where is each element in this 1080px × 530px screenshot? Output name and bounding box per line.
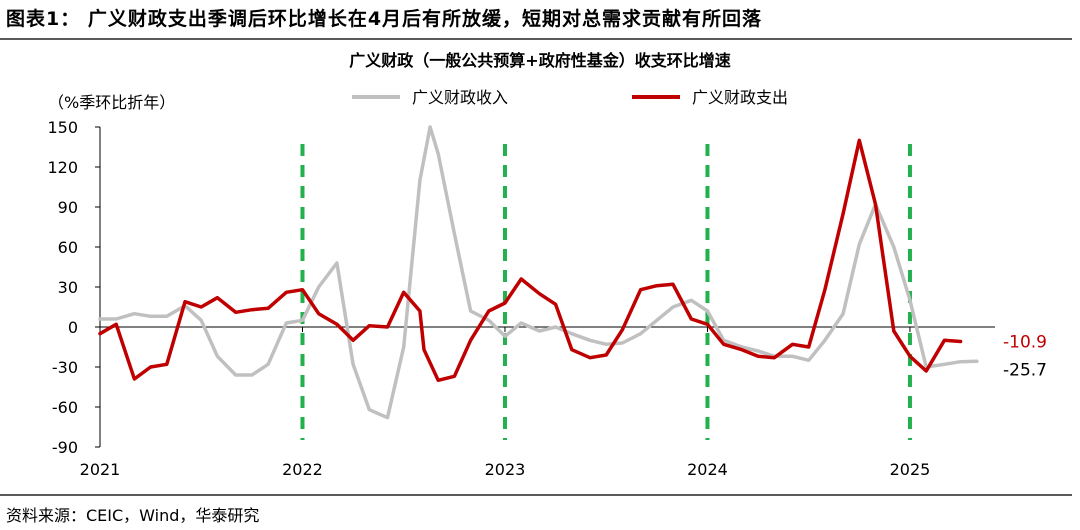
y-tick-label: -90: [52, 438, 78, 457]
bottom-rule: [0, 494, 1072, 496]
legend-label: 广义财政支出: [692, 88, 788, 107]
series-lines: [98, 125, 979, 420]
y-tick-label: -30: [52, 358, 78, 377]
x-tick-label: 2024: [687, 460, 728, 479]
x-tick-label: 2023: [485, 460, 526, 479]
x-tick-label: 2022: [282, 460, 323, 479]
source-note: 资料来源：CEIC，Wind，华泰研究: [6, 506, 260, 525]
y-tick-label: 60: [58, 238, 78, 257]
y-tick-label: 150: [47, 118, 78, 137]
y-tick-label: 90: [58, 198, 78, 217]
series-line: [98, 125, 979, 420]
figure-title: 图表1： 广义财政支出季调后环比增长在4月后有所放缓，短期对总需求贡献有所回落: [6, 8, 763, 30]
y-tick-label: 0: [68, 318, 78, 337]
chart-title: 广义财政（一般公共预算+政府性基金）收支环比增速: [349, 51, 730, 70]
y-axis-unit-label: （%季环比折年）: [48, 93, 175, 112]
end-labels: -25.7 -10.9: [1003, 333, 1047, 381]
y-tick-label: 30: [58, 278, 78, 297]
y-tick-label: -60: [52, 398, 78, 417]
title-rule: [0, 38, 1072, 40]
x-tick-label: 2025: [890, 460, 931, 479]
series-line: [98, 138, 963, 383]
axes: -90 -60 -30 0 30 60 90 120 150 2021 2022 2023 2024 20…: [47, 118, 995, 479]
end-value-label: -25.7: [1003, 360, 1047, 380]
end-value-label: -10.9: [1003, 333, 1047, 353]
y-tick-label: 120: [47, 158, 78, 177]
legend-label: 广义财政收入: [412, 88, 508, 107]
x-tick-label: 2021: [80, 460, 121, 479]
legend: 广义财政收入 广义财政支出: [352, 88, 788, 107]
